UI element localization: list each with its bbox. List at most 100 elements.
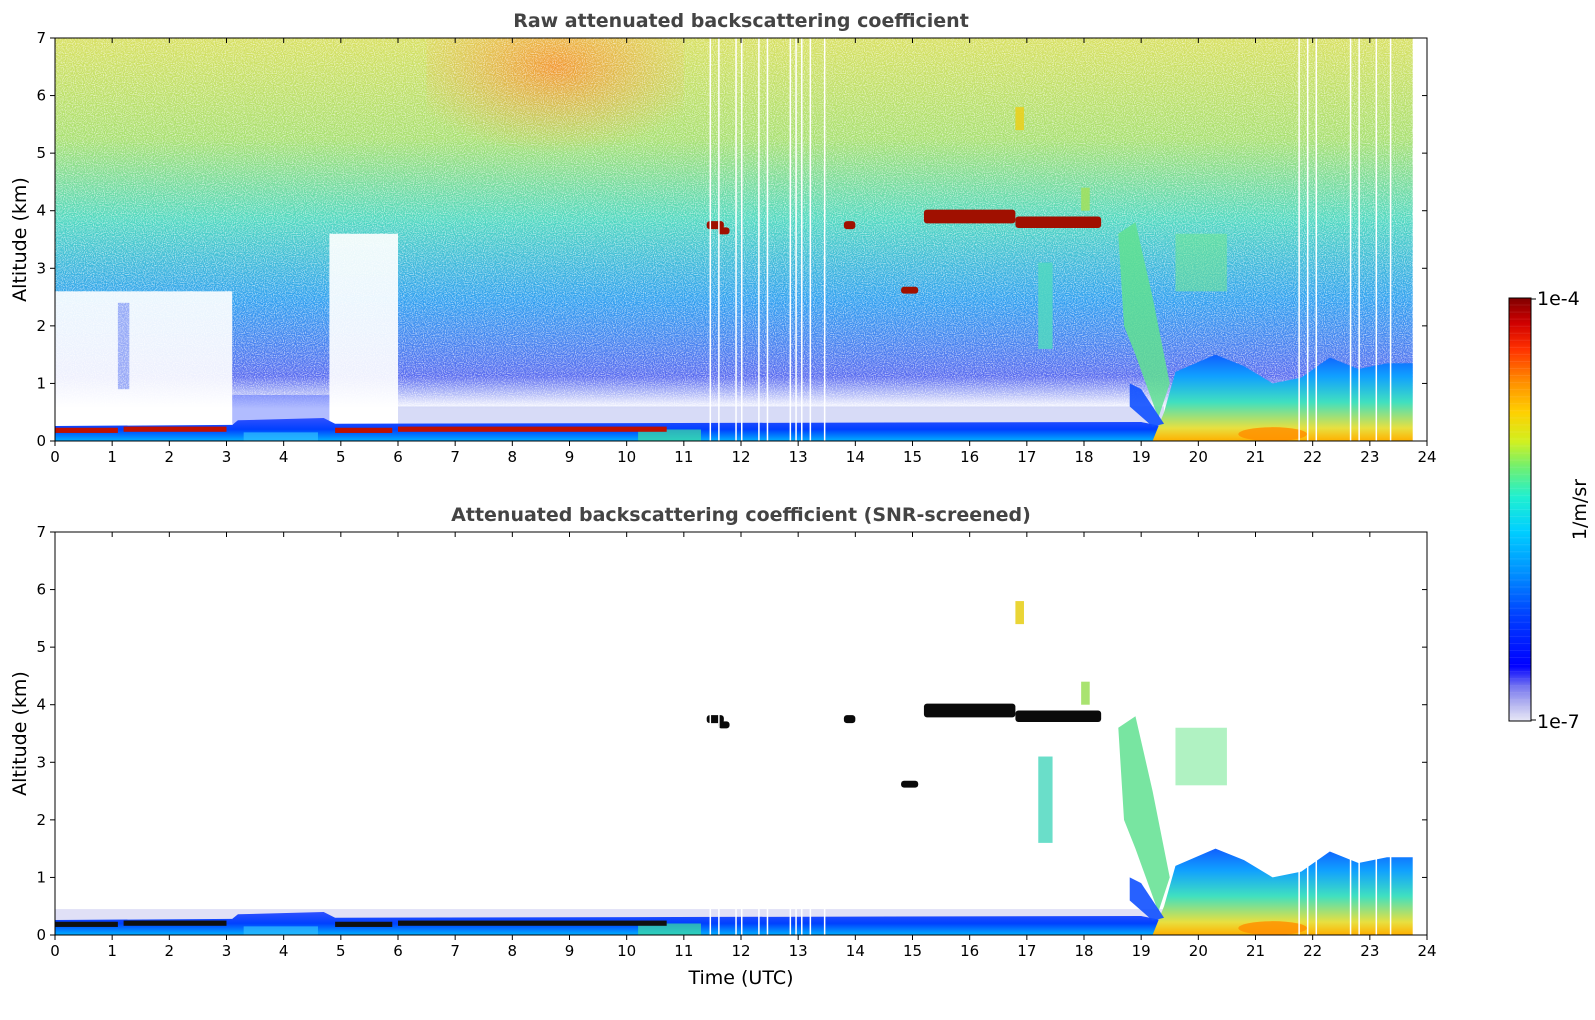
missing-data-line (758, 38, 760, 441)
x-tick-label: 9 (565, 942, 575, 960)
missing-data-line (741, 532, 743, 935)
x-tick-label: 0 (50, 942, 60, 960)
y-tick-label: 1 (36, 868, 46, 886)
aerosol-plume (1118, 716, 1170, 912)
x-tick-label: 6 (393, 448, 403, 466)
colorbar-label: 1/m/sr (1569, 479, 1591, 540)
missing-data-line (1358, 532, 1360, 935)
x-tick-label: 17 (1017, 942, 1036, 960)
missing-data-line (709, 532, 712, 935)
missing-data-line (758, 532, 760, 935)
cloud-fragment (1081, 681, 1090, 705)
strong-ground-return (123, 426, 227, 432)
missing-data-line (1315, 38, 1318, 441)
x-tick-label: 21 (1246, 448, 1265, 466)
x-tick-label: 20 (1189, 448, 1208, 466)
x-tick-label: 13 (789, 942, 808, 960)
missing-data-line (809, 532, 812, 935)
x-tick-label: 6 (393, 942, 403, 960)
chart-title: Raw attenuated backscattering coefficien… (513, 10, 969, 32)
x-tick-label: 24 (1417, 448, 1436, 466)
missing-data-line (718, 532, 720, 935)
y-tick-label: 4 (36, 202, 46, 220)
y-tick-label: 4 (36, 696, 46, 714)
y-tick-label: 6 (36, 87, 46, 105)
y-tick-label: 3 (36, 753, 46, 771)
strong-ground-return (55, 427, 118, 433)
convective-boundary-layer (1152, 848, 1413, 935)
heatmap-image (55, 38, 1413, 441)
missing-data-line (1358, 38, 1360, 441)
aerosol-patch (243, 926, 318, 935)
missing-data-line (789, 532, 792, 935)
x-tick-label: 23 (1360, 448, 1379, 466)
chart-title: Attenuated backscattering coefficient (S… (451, 504, 1031, 526)
strong-ground-return (335, 427, 393, 433)
haze-layer (398, 406, 1165, 427)
missing-data-line (1306, 532, 1309, 935)
x-tick-label: 7 (450, 448, 460, 466)
x-tick-label: 1 (107, 448, 117, 466)
boundary-layer-core (1238, 921, 1307, 935)
missing-data-line (735, 38, 737, 441)
x-tick-label: 8 (508, 942, 518, 960)
missing-data-line (795, 38, 797, 441)
x-tick-label: 17 (1017, 448, 1036, 466)
cloud-layer (718, 721, 730, 729)
aerosol-plume (1175, 727, 1227, 786)
x-tick-label: 15 (903, 448, 922, 466)
missing-data-line (1306, 38, 1309, 441)
aerosol-plume (1038, 756, 1053, 843)
missing-data-line (1349, 532, 1352, 935)
x-tick-label: 5 (336, 942, 346, 960)
y-tick-label: 5 (36, 144, 46, 162)
aerosol-plume (1129, 877, 1165, 921)
x-tick-label: 4 (279, 942, 289, 960)
x-tick-label: 10 (617, 448, 636, 466)
aerosol-plume (1175, 233, 1227, 292)
missing-data-line (766, 38, 769, 441)
panel-raw: 0 1 2 3 4 5 6 7 8 9 10 11 12 13 14 15 16 17 18 19 20 21 22 23 24… (9, 10, 1437, 466)
x-tick-label: 9 (565, 448, 575, 466)
x-tick-label: 22 (1303, 942, 1322, 960)
missing-data-line (795, 532, 797, 935)
strong-ground-return (398, 920, 667, 926)
strong-ground-return (123, 920, 227, 926)
strong-ground-return (398, 426, 667, 432)
cloud-fragment (1015, 107, 1024, 131)
x-tick-label: 13 (789, 448, 808, 466)
missing-data-line (735, 532, 737, 935)
cloud-layer (843, 715, 856, 724)
y-axis-label: Altitude (km) (9, 177, 31, 302)
y-tick-label: 7 (36, 523, 46, 541)
x-axis-label: Time (UTC) (687, 967, 793, 989)
x-tick-label: 2 (165, 942, 175, 960)
missing-data-line (801, 532, 803, 935)
x-tick-label: 8 (508, 448, 518, 466)
missing-data-line (741, 38, 743, 441)
panel-screened: 0 1 2 3 4 5 6 7 8 9 10 11 12 13 14 15 16 17 18 19 20 21 22 23 24… (9, 504, 1437, 989)
cloud-layer (923, 209, 1016, 224)
aerosol-plume (1038, 262, 1053, 349)
x-tick-label: 12 (731, 448, 750, 466)
y-tick-label: 1 (36, 374, 46, 392)
y-tick-label: 7 (36, 29, 46, 47)
x-tick-label: 16 (960, 942, 979, 960)
x-tick-label: 16 (960, 448, 979, 466)
cloud-layer (901, 286, 919, 294)
x-tick-label: 18 (1074, 942, 1093, 960)
strong-ground-return (55, 921, 118, 927)
x-tick-label: 24 (1417, 942, 1436, 960)
missing-data-line (823, 532, 826, 935)
colorbar-frame (1508, 297, 1532, 722)
haze-layer (55, 909, 1165, 921)
cloud-fragment (1081, 187, 1090, 211)
x-tick-label: 11 (674, 942, 693, 960)
heatmap-image (55, 532, 1413, 935)
x-tick-label: 14 (846, 942, 865, 960)
x-tick-label: 12 (731, 942, 750, 960)
aerosol-patch (243, 432, 318, 441)
y-tick-label: 2 (36, 811, 46, 829)
x-tick-label: 7 (450, 942, 460, 960)
aerosol-patch (638, 923, 701, 935)
